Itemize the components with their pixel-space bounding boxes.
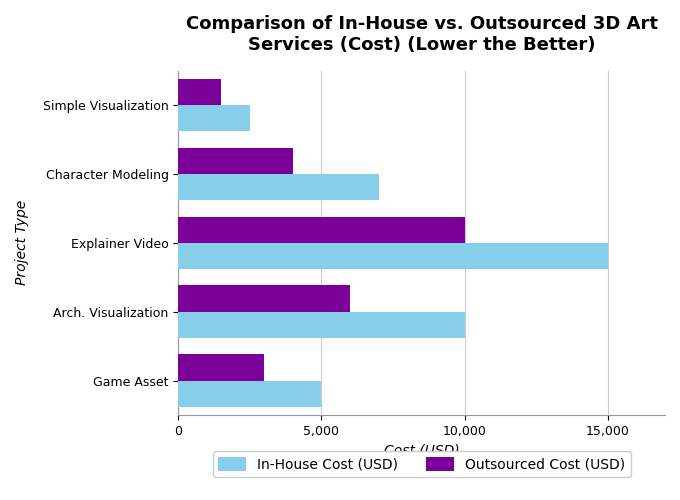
X-axis label: Cost (USD): Cost (USD) [384, 443, 460, 457]
Y-axis label: Project Type: Project Type [15, 200, 29, 286]
Bar [178, 354, 265, 380]
Title: Comparison of In-House vs. Outsourced 3D Art
Services (Cost) (Lower the Better): Comparison of In-House vs. Outsourced 3D… [186, 15, 658, 54]
Bar [178, 286, 350, 312]
Bar [178, 380, 322, 406]
Bar [178, 174, 379, 200]
Bar [178, 105, 250, 131]
Legend: In-House Cost (USD), Outsourced Cost (USD): In-House Cost (USD), Outsourced Cost (US… [213, 451, 630, 477]
Bar [178, 79, 221, 105]
Bar [178, 148, 293, 174]
Bar [178, 312, 464, 338]
Bar [178, 216, 464, 243]
Bar [178, 243, 608, 269]
